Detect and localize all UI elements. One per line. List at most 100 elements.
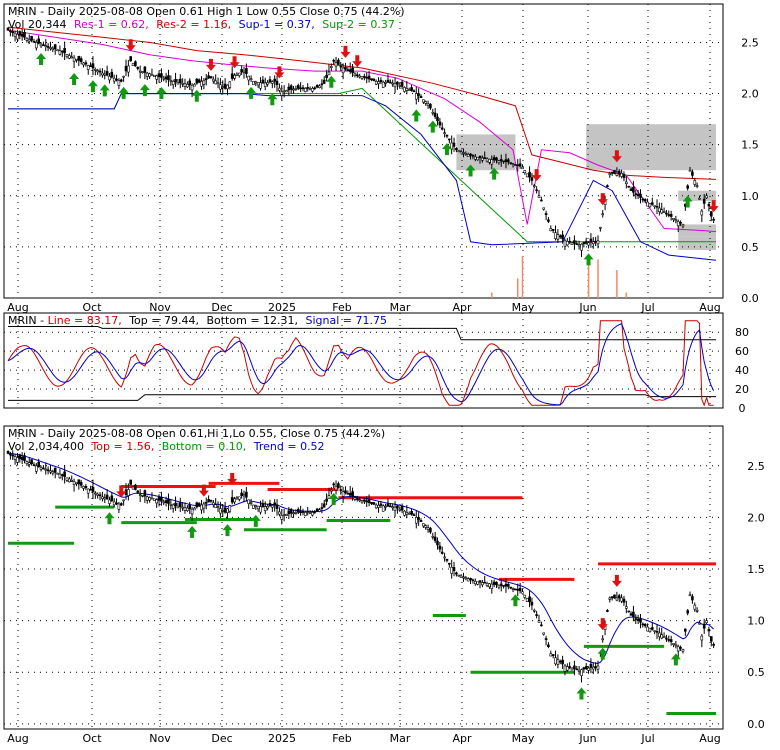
candle-body	[462, 152, 465, 154]
candle-body	[580, 244, 583, 251]
oscillator-header: MRIN - Line = 83.17, Top = 79.44, Bottom…	[8, 314, 387, 327]
candle-body	[252, 81, 255, 86]
candle-body	[388, 505, 392, 508]
candle-body	[688, 169, 692, 172]
candle-body	[490, 583, 494, 589]
candle-body	[155, 75, 158, 80]
buy-arrow	[326, 75, 337, 88]
candle-body	[190, 508, 194, 515]
candle-body	[51, 47, 55, 51]
candle-body	[492, 581, 496, 585]
candle-body	[60, 50, 64, 53]
candle-body	[547, 219, 550, 222]
candle-body	[204, 78, 208, 80]
price-y-tick-label: 2.5	[741, 36, 759, 49]
candle-body	[412, 90, 416, 93]
candle-body	[639, 193, 642, 198]
candle-body	[650, 202, 654, 205]
trend-y-tick-label: 0.0	[747, 718, 765, 731]
candle-body	[370, 502, 373, 504]
candle-body	[384, 505, 387, 508]
oscillator-line	[7, 320, 714, 407]
candle-body	[209, 499, 213, 502]
candle-body	[438, 545, 442, 550]
candle-body	[473, 581, 477, 585]
candle-body	[261, 79, 265, 84]
sell-arrow	[205, 58, 216, 71]
candle-body	[65, 477, 69, 481]
candle-body	[79, 58, 83, 62]
candle-body	[294, 88, 298, 90]
candle-body	[143, 66, 147, 73]
candle-body	[601, 638, 605, 641]
candle-body	[497, 160, 501, 163]
candle-body	[483, 581, 487, 584]
candle-body	[273, 502, 277, 506]
candle-body	[655, 630, 659, 633]
buy-arrow	[427, 120, 438, 133]
candle-body	[223, 507, 227, 513]
candle-body	[226, 508, 229, 513]
candle-body	[202, 80, 206, 85]
candle-body	[391, 82, 395, 85]
candle-body	[72, 57, 76, 62]
candle-body	[577, 669, 581, 672]
candle-body	[181, 83, 184, 85]
candle-body	[679, 222, 682, 224]
buy-arrow	[670, 653, 681, 666]
candle-body	[450, 566, 454, 574]
candle-body	[700, 635, 704, 641]
oscillator-header-signal: Signal = 71.75	[306, 314, 388, 327]
trend-x-tick-label: May	[512, 732, 535, 745]
price-x-tick-label: Mar	[390, 301, 411, 314]
buy-arrow	[583, 253, 594, 266]
candle-body	[511, 163, 515, 165]
trend-x-axis: Aug Oct Nov Dec 2025 Feb Mar Apr May Jun Jul Aug	[7, 732, 720, 745]
price-x-tick-label: Dec	[211, 301, 232, 314]
candle-body	[23, 455, 26, 461]
candle-body	[440, 127, 444, 130]
sell-arrow	[198, 484, 209, 497]
trend-signal-arrows	[104, 472, 681, 700]
candle-body	[176, 505, 180, 509]
candle-body	[296, 85, 300, 89]
candle-body	[379, 503, 383, 506]
candle-body	[266, 505, 269, 509]
candle-body	[412, 514, 416, 516]
candle-body	[561, 659, 564, 665]
trend-x-tick-label: Mar	[390, 732, 411, 745]
candle-body	[82, 62, 85, 66]
candle-body	[466, 154, 470, 157]
candle-body	[672, 642, 675, 645]
candle-body	[372, 502, 376, 505]
candle-body	[18, 31, 22, 36]
candle-body	[403, 510, 406, 516]
candle-body	[646, 626, 649, 632]
candle-body	[422, 523, 425, 527]
candle-body	[528, 596, 531, 603]
candle-body	[698, 622, 701, 625]
candle-body	[698, 198, 701, 200]
candle-body	[686, 610, 690, 614]
candle-body	[653, 205, 656, 207]
candle-body	[556, 234, 560, 240]
candle-body	[693, 604, 697, 610]
candle-body	[256, 82, 260, 86]
candle-body	[393, 83, 397, 88]
candle-body	[179, 502, 182, 507]
candle-body	[89, 65, 92, 67]
candle-body	[204, 501, 208, 504]
sell-arrow	[611, 574, 622, 587]
sell-arrow	[116, 485, 127, 498]
candle-body	[469, 153, 472, 156]
candle-body	[518, 587, 522, 592]
candle-body	[615, 173, 619, 176]
candle-body	[655, 206, 659, 208]
candle-body	[240, 69, 243, 73]
resistance-zone	[456, 134, 516, 147]
trend-x-tick-label: Apr	[452, 732, 472, 745]
candle-body	[94, 492, 97, 495]
trend-x-tick-label: Nov	[149, 732, 171, 745]
candle-body	[650, 627, 654, 630]
candle-body	[320, 507, 324, 509]
